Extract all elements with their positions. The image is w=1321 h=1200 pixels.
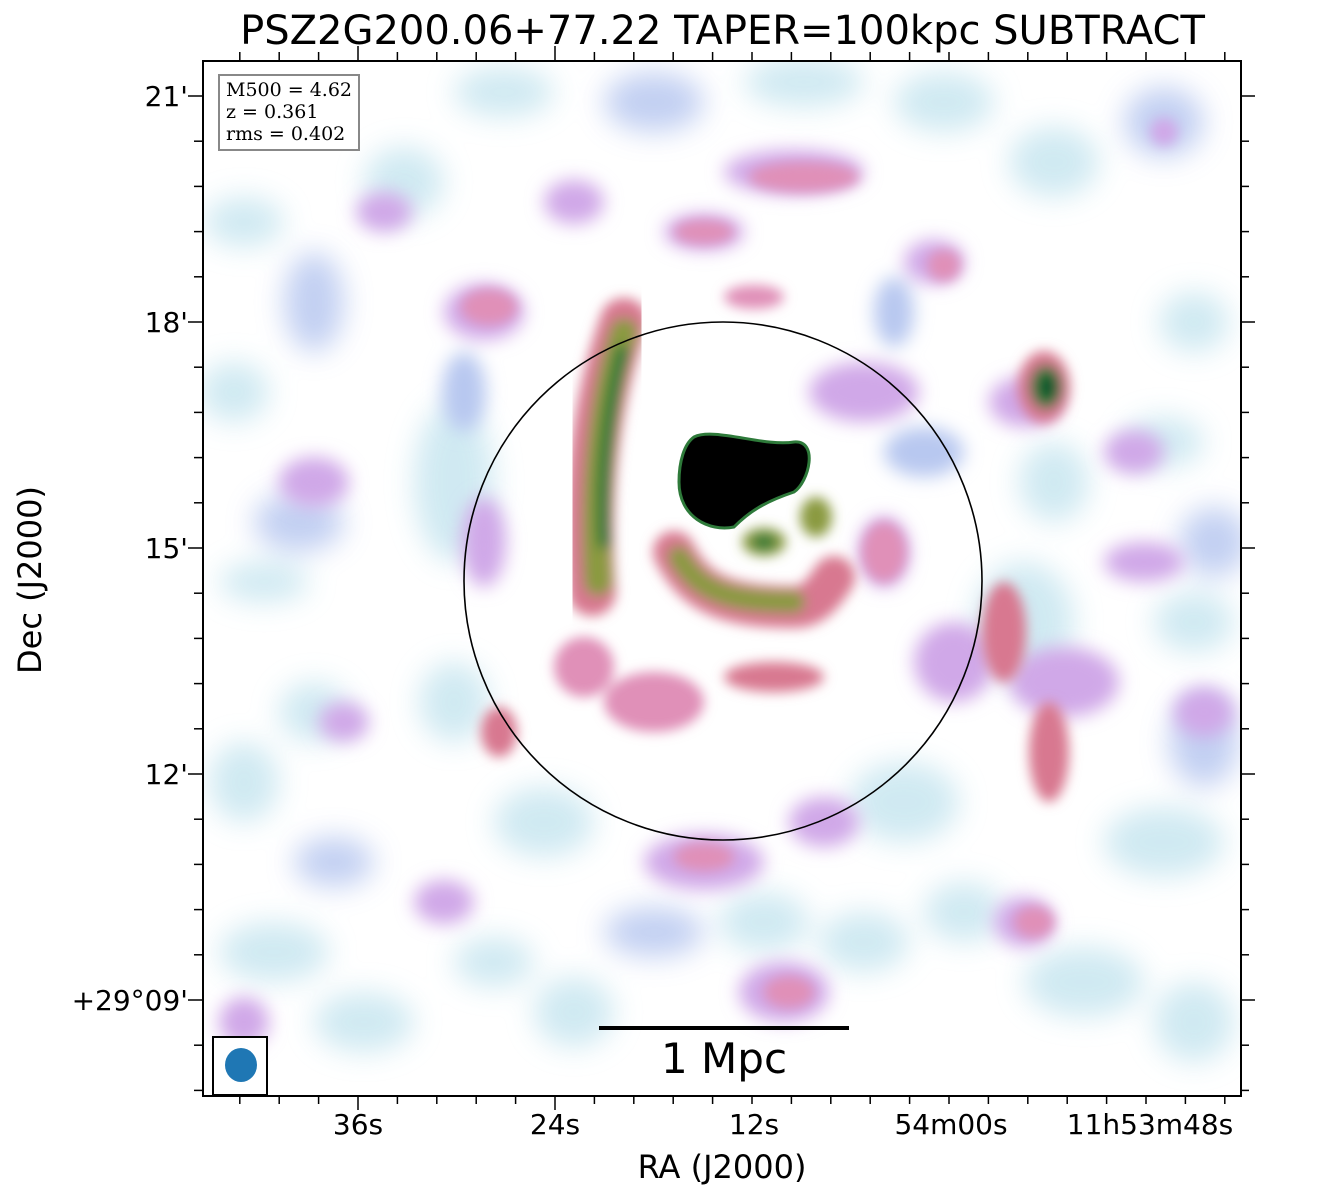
southern-arc [653,497,855,629]
ytick-label-15: 15' [144,532,188,565]
y-axis-label: Dec (J2000) [11,486,49,674]
ytick-label-12: 12' [144,758,188,791]
redshift-text: z = 0.361 [226,101,319,123]
r500-circle [463,321,983,841]
info-legend-box: M500 = 4.62 z = 0.361 rms = 0.402 [218,74,361,151]
m500-text: M500 = 4.62 [226,79,353,101]
xtick-label-24s: 24s [529,1108,581,1141]
xtick-label-54m00s: 54m00s [894,1108,1008,1141]
beam-box [212,1036,268,1095]
radio-relic [565,298,648,616]
radio-emission-map [204,62,1240,1062]
ytick-label-09: +29°09' [71,984,188,1017]
beam-ellipse [225,1048,257,1082]
rms-text: rms = 0.402 [226,123,346,145]
xtick-label-12s: 12s [728,1108,780,1141]
scalebar-label: 1 Mpc [660,1034,788,1083]
plot-title: PSZ2G200.06+77.22 TAPER=100kpc SUBTRACT [240,8,1205,54]
ytick-label-18: 18' [144,306,188,339]
ytick-label-21: 21' [144,80,188,113]
scalebar-line [599,1026,849,1030]
x-axis-label: RA (J2000) [637,1148,807,1186]
bright-emission-layer [461,118,1178,1008]
compact-source [1018,351,1070,423]
xtick-label-11h53m48s: 11h53m48s [1066,1108,1234,1141]
xtick-label-36s: 36s [332,1108,384,1141]
faint-emission-layer [204,62,1240,1062]
central-core [677,432,811,530]
moderate-emission-layer [219,150,1234,1047]
radio-image-panel: M500 = 4.62 z = 0.361 rms = 0.402 1 Mpc [202,60,1242,1097]
